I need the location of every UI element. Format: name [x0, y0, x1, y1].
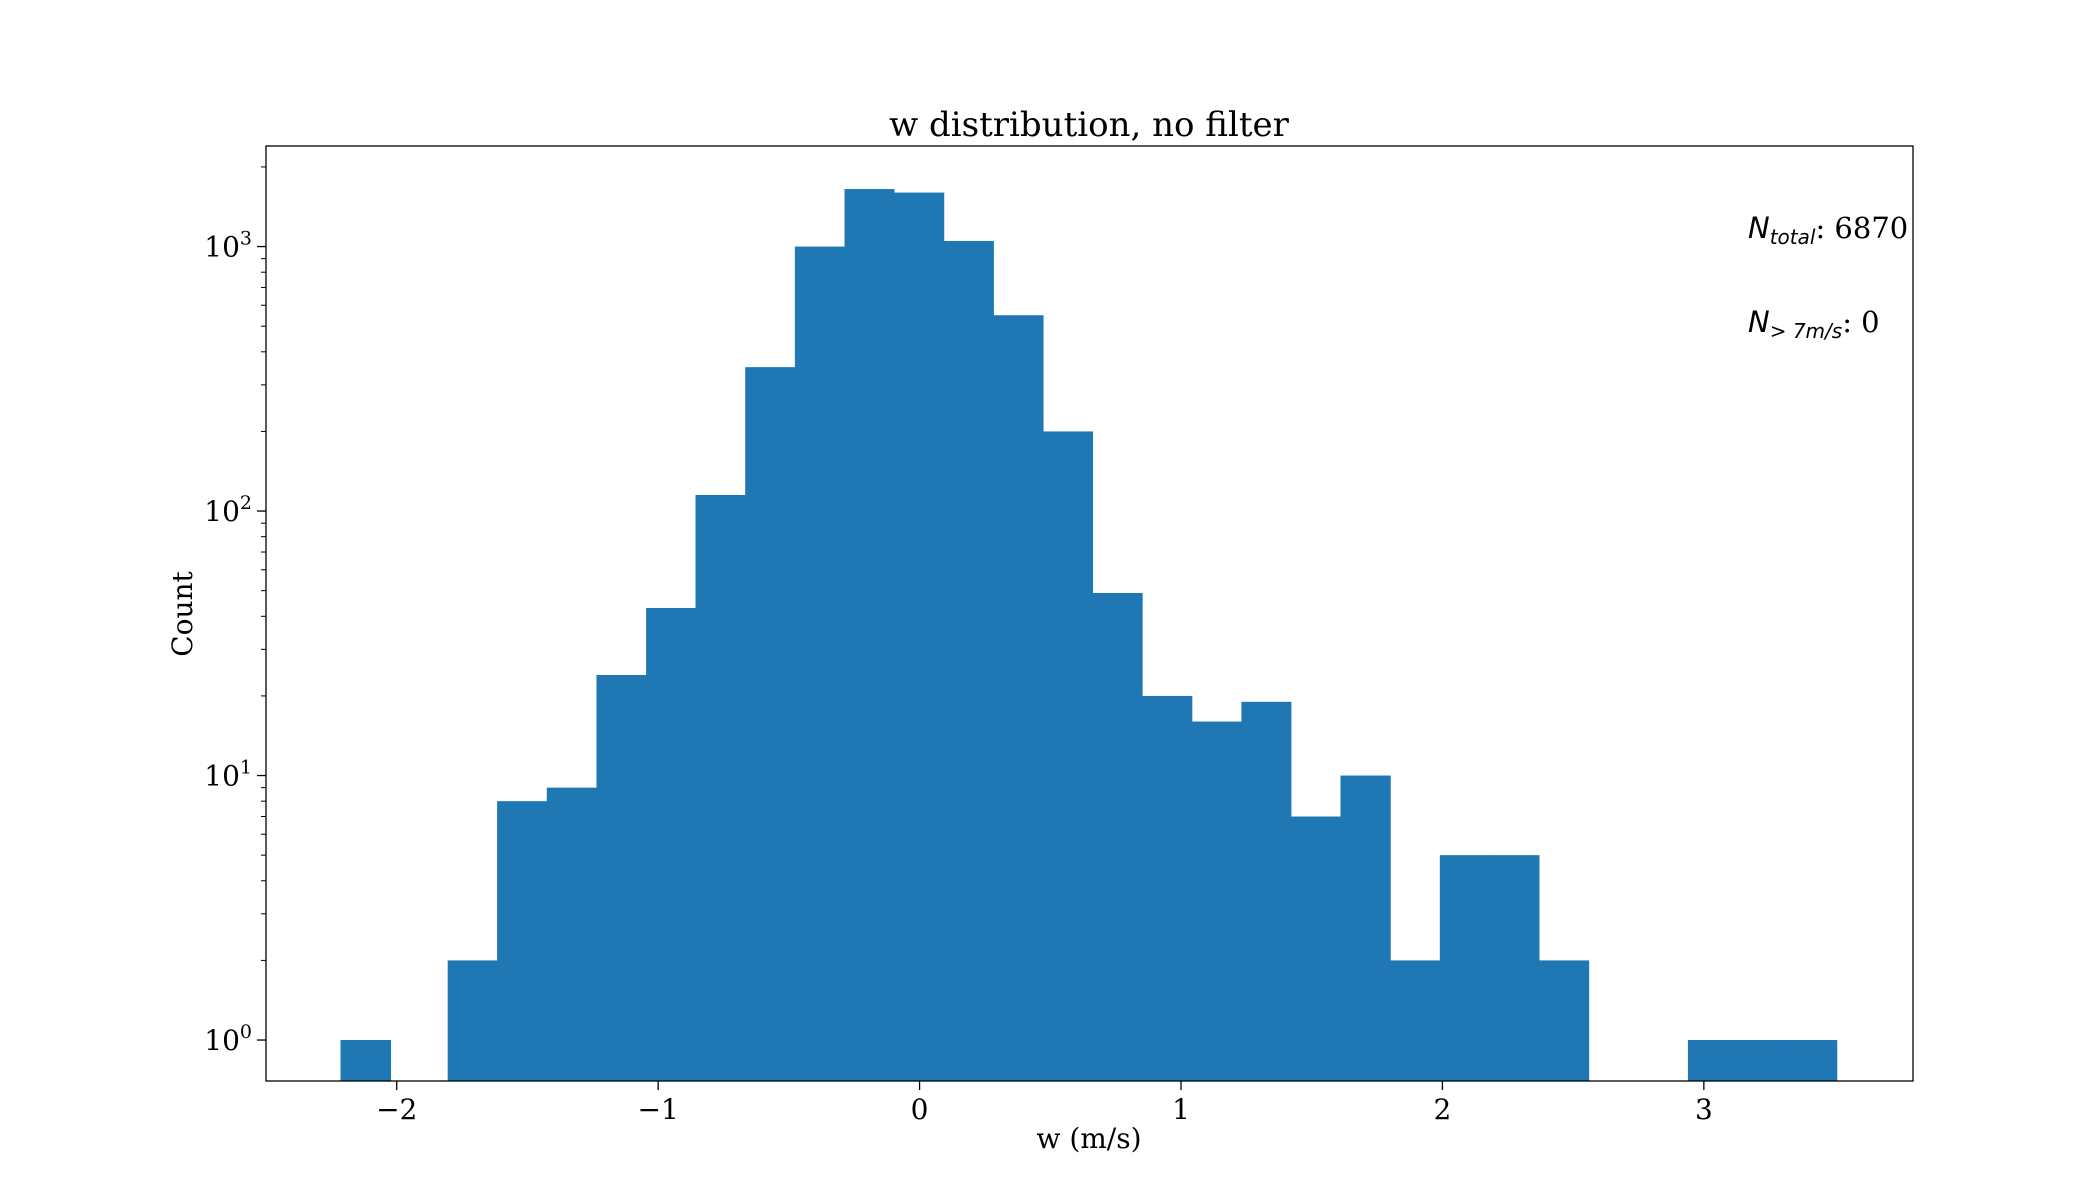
histogram-bar	[844, 189, 895, 1082]
x-tick-label: 2	[1434, 1093, 1452, 1126]
histogram-bar	[1142, 695, 1193, 1081]
n-above-subscript: > 7m/s	[1770, 319, 1842, 343]
histogram-bar	[943, 240, 994, 1081]
histogram-bar	[596, 674, 647, 1081]
histogram-bar	[1241, 701, 1292, 1081]
histogram-bar	[745, 367, 796, 1081]
bars	[340, 189, 1838, 1082]
n-total-symbol: N	[1748, 211, 1770, 245]
y-tick-label: 103	[204, 228, 252, 264]
n-total-annotation: Ntotal: 6870	[1748, 211, 1908, 249]
histogram-bar	[1290, 816, 1342, 1081]
x-tick-label: 3	[1695, 1093, 1713, 1126]
histogram-bar	[340, 1040, 392, 1081]
y-axis-ticks: 100 101 102 103	[204, 228, 266, 1057]
x-axis-label: w (m/s)	[1036, 1122, 1141, 1155]
x-tick-label: 0	[911, 1093, 929, 1126]
histogram-bar	[893, 192, 945, 1081]
n-above-symbol: N	[1748, 305, 1770, 339]
y-tick-label: 100	[204, 1021, 252, 1057]
y-axis-label: Count	[166, 570, 199, 656]
histogram-bar	[447, 960, 498, 1081]
histogram-bar	[1737, 1040, 1788, 1081]
histogram-bar	[1340, 775, 1391, 1081]
y-tick-label: 101	[204, 757, 252, 793]
histogram-bar	[1786, 1040, 1838, 1081]
x-tick-label: −1	[638, 1093, 679, 1126]
histogram-bar	[646, 607, 697, 1081]
plot-frame	[265, 145, 1914, 1082]
histogram-bar	[1191, 721, 1242, 1081]
histogram-bar	[1687, 1040, 1738, 1081]
histogram-bar	[1092, 592, 1143, 1081]
n-total-value: : 6870	[1815, 211, 1908, 245]
y-tick-label: 102	[204, 492, 252, 528]
histogram-bar	[695, 495, 746, 1081]
histogram-bar	[794, 246, 846, 1081]
histogram-bar	[1538, 960, 1590, 1081]
histogram-bar	[1042, 431, 1093, 1081]
histogram-bar	[1390, 960, 1441, 1081]
n-above-annotation: N> 7m/s: 0	[1748, 305, 1880, 343]
x-axis-ticks: −2 −1 0 1 2 3	[376, 1081, 1713, 1126]
x-tick-label: 1	[1172, 1093, 1190, 1126]
x-tick-label: −2	[376, 1093, 417, 1126]
histogram-bar	[1439, 855, 1491, 1081]
histogram-bar	[1489, 855, 1540, 1081]
histogram-bar	[993, 315, 1044, 1082]
n-above-value: : 0	[1842, 305, 1879, 339]
n-total-subscript: total	[1770, 225, 1816, 249]
histogram-bar	[546, 787, 598, 1081]
histogram-bar	[497, 801, 548, 1081]
y-minor-ticks	[261, 166, 266, 961]
chart-title: w distribution, no filter	[889, 105, 1289, 145]
